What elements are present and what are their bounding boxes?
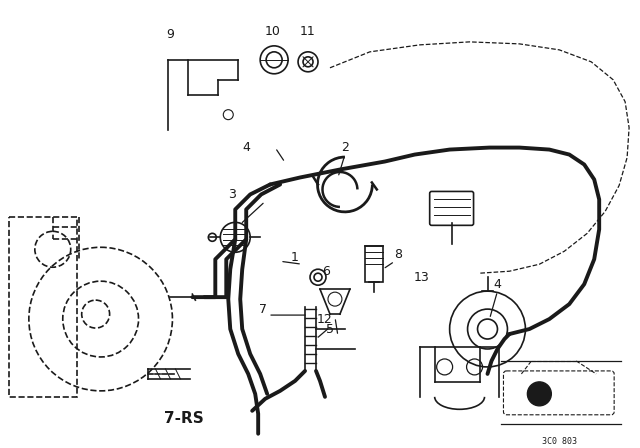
Circle shape [527, 382, 551, 406]
Text: 3C0 803: 3C0 803 [542, 437, 577, 446]
Text: 7: 7 [259, 302, 267, 315]
Text: 4: 4 [493, 278, 501, 291]
Text: 13: 13 [414, 271, 429, 284]
Text: 11: 11 [300, 26, 316, 39]
Text: 12: 12 [317, 313, 333, 326]
Text: 2: 2 [341, 141, 349, 154]
Text: 5: 5 [326, 323, 334, 336]
Text: 10: 10 [264, 26, 280, 39]
Text: 7-RS: 7-RS [164, 411, 204, 426]
Text: 6: 6 [322, 265, 330, 278]
Text: 3: 3 [228, 188, 236, 201]
Text: 4: 4 [243, 141, 250, 154]
Text: 9: 9 [166, 28, 174, 41]
Text: 8: 8 [394, 248, 402, 261]
Text: 1: 1 [291, 251, 299, 264]
